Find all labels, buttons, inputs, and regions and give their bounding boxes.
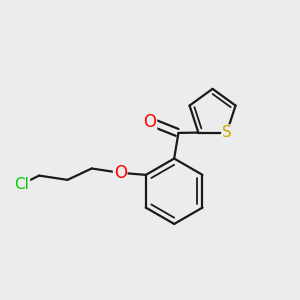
Text: O: O [114, 164, 127, 182]
Text: O: O [143, 112, 157, 130]
Text: Cl: Cl [15, 177, 29, 192]
Text: S: S [222, 125, 232, 140]
